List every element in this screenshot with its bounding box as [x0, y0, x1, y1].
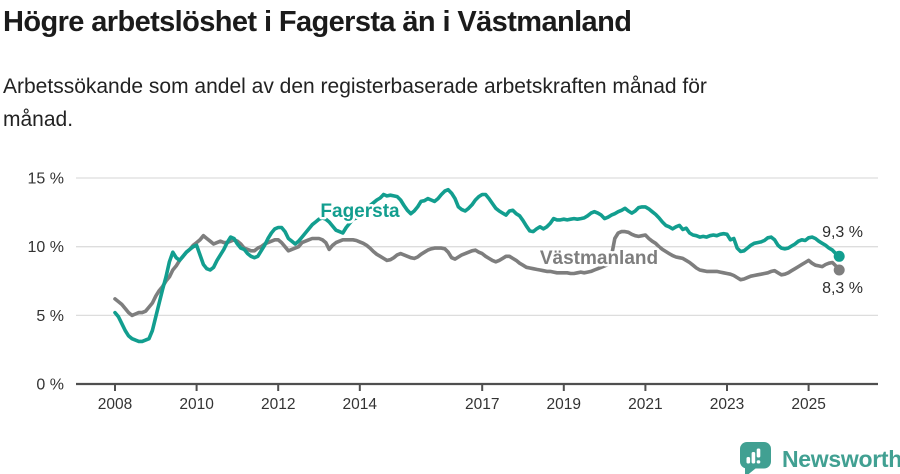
- x-tick-label: 2014: [343, 396, 378, 413]
- newsworthy-logo[interactable]: Newsworthy: [740, 442, 900, 474]
- x-tick-label: 2021: [628, 396, 662, 413]
- y-tick-label: 10 %: [28, 239, 64, 256]
- series-end-dots: [833, 250, 845, 276]
- chart-title: Högre arbetslöshet i Fagersta än i Västm…: [3, 6, 632, 38]
- newsworthy-bubble-chart-icon: [740, 442, 771, 474]
- x-tick-label: 2019: [547, 396, 581, 413]
- x-axis-ticks: [114, 384, 810, 391]
- series-end-dot-västmanland: [833, 264, 845, 276]
- series-label-vastmanland: Västmanland: [540, 248, 658, 269]
- series-line-fagersta: [113, 187, 842, 344]
- x-axis-tick-labels: 2008 2010 2012 2014 2017 2019 2021 2023 2025: [98, 396, 826, 413]
- gridlines: [76, 177, 878, 317]
- series-lines: [113, 187, 842, 344]
- series-line-västmanland: [113, 229, 842, 318]
- y-tick-label: 5 %: [36, 308, 64, 325]
- newsworthy-brand-text: Newsworthy: [782, 446, 900, 472]
- y-axis-tick-labels: 0 % 5 % 10 % 15 %: [28, 171, 64, 394]
- y-tick-label: 15 %: [28, 171, 64, 188]
- x-tick-label: 2008: [98, 396, 132, 413]
- x-tick-label: 2017: [465, 396, 499, 413]
- series-label-fagersta: Fagersta: [320, 201, 400, 222]
- x-tick-label: 2012: [261, 396, 295, 413]
- y-tick-label: 0 %: [36, 377, 64, 394]
- x-tick-label: 2025: [791, 396, 825, 413]
- series-end-dot-fagersta: [833, 250, 845, 262]
- end-value-label-fagersta: 9,3 %: [822, 224, 863, 241]
- end-value-label-vastmanland: 8,3 %: [822, 280, 863, 297]
- x-tick-label: 2010: [179, 396, 214, 413]
- chart-subtitle: Arbetssökande som andel av den registerb…: [3, 75, 707, 131]
- x-tick-label: 2023: [710, 396, 744, 413]
